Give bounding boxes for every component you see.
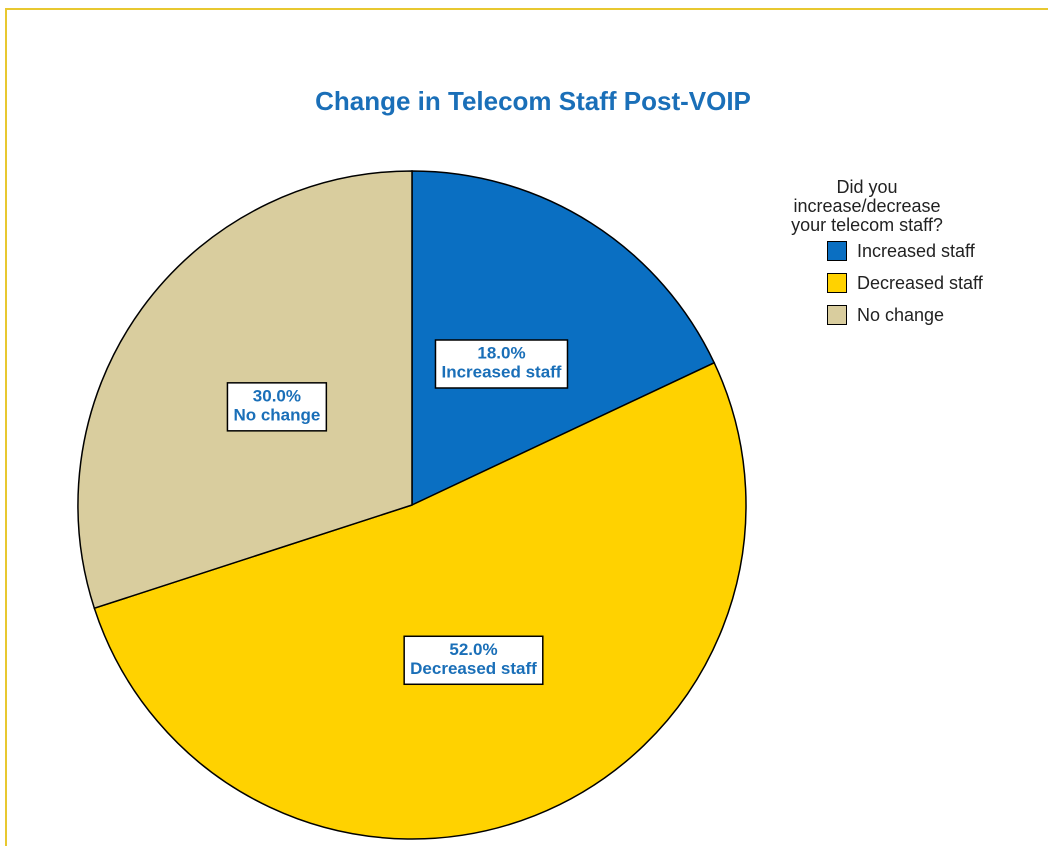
legend-title: Did you increase/decrease your telecom s…: [791, 177, 943, 235]
value-label: 18.0%: [477, 343, 525, 362]
frame: [5, 8, 1048, 846]
label-box: [403, 635, 544, 686]
legend-label: Increased staff: [857, 240, 975, 261]
legend-item: No change: [827, 299, 1048, 331]
data-label: 18.0%Increased staff: [434, 339, 569, 389]
chart-title: Change in Telecom Staff Post-VOIP: [315, 86, 751, 116]
value-label: 30.0%: [253, 386, 301, 405]
category-label: Decreased staff: [410, 659, 537, 678]
pie-slice: [93, 361, 747, 840]
legend-item: Decreased staff: [827, 267, 1048, 299]
label-box: [226, 382, 328, 432]
legend-swatch: [827, 241, 847, 261]
category-label: No change: [233, 405, 320, 424]
value-label: 52.0%: [449, 640, 497, 659]
legend-swatch: [827, 305, 847, 325]
data-label: 52.0%Decreased staff: [403, 635, 544, 686]
legend: Did you increase/decrease your telecom s…: [770, 178, 1048, 331]
pie-slice: [411, 170, 716, 507]
category-label: Increased staff: [441, 362, 561, 381]
label-box: [434, 339, 569, 389]
legend-label: Decreased staff: [857, 272, 983, 293]
data-label: 30.0%No change: [226, 382, 328, 432]
legend-item: Increased staff: [827, 235, 1048, 267]
legend-swatch: [827, 273, 847, 293]
legend-label: No change: [857, 304, 945, 325]
